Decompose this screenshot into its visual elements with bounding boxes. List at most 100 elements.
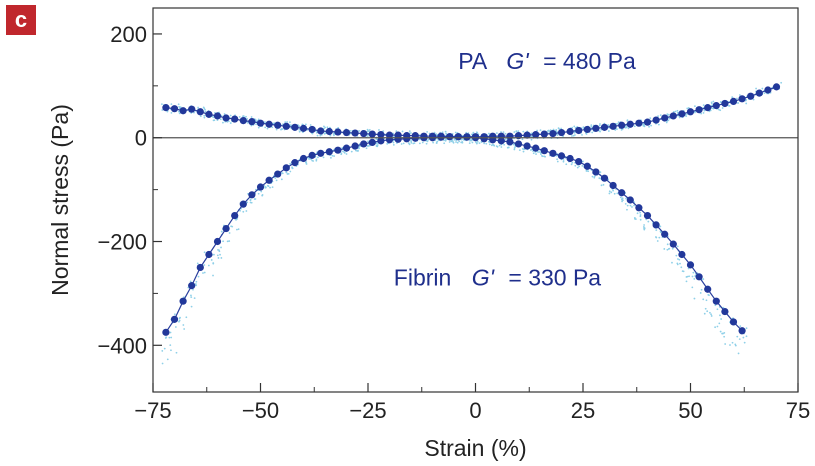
- series-0-point: [772, 83, 781, 91]
- raw-data-point: [312, 160, 315, 162]
- annotation-pa-value: = 480 Pa: [543, 48, 636, 74]
- raw-data-point: [185, 316, 188, 319]
- raw-data-point: [498, 144, 501, 147]
- y-tick-label: 0: [135, 126, 147, 151]
- series-0-point: [248, 118, 256, 126]
- x-axis-title: Strain (%): [424, 435, 526, 461]
- raw-data-point: [285, 171, 288, 174]
- raw-data-point: [685, 276, 688, 278]
- raw-data-point: [203, 114, 206, 117]
- raw-data-point: [590, 125, 593, 128]
- raw-data-point: [593, 175, 596, 178]
- series-0-point: [678, 110, 686, 118]
- raw-data-point: [435, 142, 438, 144]
- raw-data-point: [562, 159, 565, 161]
- raw-data-point: [535, 153, 537, 155]
- annotation-pa: PA G' = 480 Pa: [458, 48, 636, 74]
- raw-data-point: [719, 101, 722, 103]
- raw-data-point: [488, 132, 490, 135]
- raw-data-point: [219, 253, 221, 256]
- raw-data-point: [599, 171, 602, 174]
- raw-data-point: [518, 149, 521, 152]
- series-1-point: [549, 149, 557, 157]
- raw-data-point: [659, 231, 662, 234]
- raw-data-point: [619, 196, 622, 199]
- raw-data-point: [657, 123, 660, 126]
- raw-data-point: [170, 111, 173, 114]
- raw-data-point: [229, 114, 232, 117]
- raw-data-point: [472, 131, 475, 134]
- raw-data-point: [213, 253, 215, 256]
- series-0-point: [342, 128, 351, 137]
- raw-data-point: [368, 129, 371, 131]
- series-0-line: [165, 86, 777, 138]
- series-1-point: [403, 135, 411, 143]
- raw-data-point: [600, 184, 603, 187]
- series-0-point: [179, 107, 187, 115]
- series-1-point: [265, 176, 273, 184]
- raw-data-point: [610, 191, 613, 194]
- x-tick-label: 0: [469, 398, 481, 423]
- raw-data-point: [407, 142, 410, 144]
- raw-data-point: [161, 362, 164, 365]
- raw-data-point: [308, 158, 311, 160]
- raw-data-point: [305, 123, 307, 126]
- panel-label: c: [14, 7, 28, 32]
- raw-data-point: [538, 151, 540, 153]
- raw-data-point: [333, 155, 335, 157]
- annotation-fibrin: Fibrin G' = 330 Pa: [394, 265, 602, 291]
- raw-data-point: [343, 151, 346, 154]
- raw-data-point: [175, 351, 178, 354]
- raw-data-point: [506, 146, 509, 149]
- series-1-point: [729, 318, 738, 326]
- raw-data-point: [706, 310, 709, 313]
- series-1-point: [557, 152, 566, 160]
- raw-data-point: [178, 112, 181, 115]
- raw-data-point: [724, 343, 727, 345]
- series-0-point: [704, 104, 712, 112]
- raw-data-point: [315, 159, 318, 162]
- raw-data-point: [654, 236, 657, 238]
- raw-data-point: [257, 126, 260, 129]
- series-0-point: [282, 122, 290, 130]
- raw-data-point: [261, 194, 264, 197]
- raw-data-point: [633, 216, 636, 219]
- series-0-point: [609, 122, 617, 130]
- raw-data-point: [246, 118, 249, 120]
- raw-data-point: [659, 114, 662, 117]
- raw-data-point: [495, 132, 498, 134]
- series-1-point: [368, 138, 376, 146]
- raw-data-point: [693, 278, 696, 280]
- series-0-point: [566, 127, 574, 136]
- raw-data-point: [298, 128, 301, 131]
- raw-data-point: [485, 142, 488, 145]
- raw-data-point: [392, 141, 395, 144]
- raw-data-point: [565, 163, 568, 166]
- series-1-point: [712, 297, 720, 305]
- raw-data-point: [222, 240, 225, 243]
- raw-data-point: [626, 119, 629, 122]
- x-tick-label: −75: [134, 398, 171, 423]
- raw-data-point: [763, 92, 766, 95]
- panel-label-badge: c: [6, 5, 36, 35]
- raw-data-point: [574, 164, 577, 167]
- raw-data-point: [257, 192, 260, 195]
- raw-data-point: [737, 352, 740, 355]
- raw-data-point: [245, 210, 248, 212]
- raw-data-point: [712, 100, 715, 103]
- raw-data-point: [574, 134, 576, 136]
- annotation-pa-material: PA: [458, 48, 488, 74]
- raw-data-point: [366, 135, 369, 138]
- raw-data-point: [281, 128, 284, 130]
- raw-data-point: [204, 108, 206, 111]
- raw-data-point: [291, 167, 294, 169]
- raw-data-point: [289, 121, 291, 124]
- raw-data-point: [402, 142, 405, 145]
- series-1-point: [394, 135, 402, 143]
- series-1-point: [291, 159, 299, 167]
- raw-data-point: [203, 251, 206, 254]
- raw-data-point: [432, 141, 435, 144]
- raw-data-point: [714, 326, 717, 329]
- raw-data-point: [264, 126, 267, 129]
- raw-data-point: [500, 131, 502, 133]
